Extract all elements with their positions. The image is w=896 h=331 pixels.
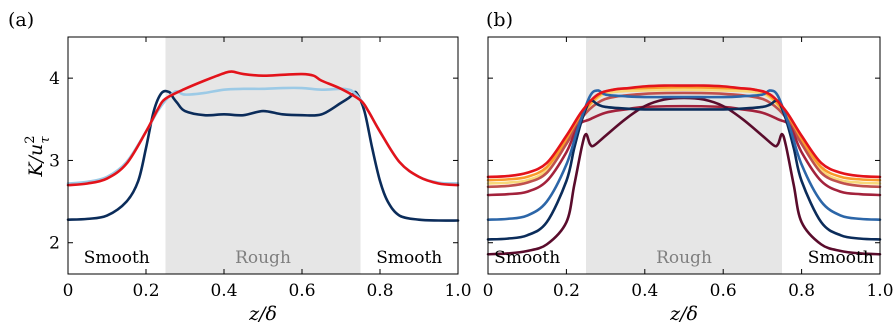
region-label-smooth: Smooth (84, 248, 150, 268)
y-tick-label: 2 (49, 234, 60, 254)
panel-a-x-axis-label: z/δ (248, 303, 277, 325)
x-tick-label: 0.4 (631, 281, 658, 301)
x-tick-label: 0.8 (788, 281, 815, 301)
region-label-rough: Rough (235, 248, 291, 268)
panel-b-label: (b) (486, 9, 513, 31)
panel-a-series-line-3 (66, 70, 460, 187)
panel-a-region-labels: Smooth Rough Smooth (84, 248, 443, 268)
x-tick-label: 0.4 (210, 281, 237, 301)
panel-b-region-labels: Smooth Rough Smooth (494, 248, 874, 268)
x-tick-label: 0.2 (132, 281, 159, 301)
panel-b-series-line-1 (486, 88, 882, 185)
region-label-smooth: Smooth (376, 248, 442, 268)
x-tick-label: 1.0 (866, 281, 893, 301)
x-tick-label: 0 (63, 281, 74, 301)
y-tick-label: 3 (49, 151, 60, 171)
panel-a-series-line-1 (66, 89, 460, 222)
panel-a-rough-region (165, 37, 361, 274)
panel-a-series-group (66, 70, 460, 222)
region-label-smooth: Smooth (808, 248, 874, 268)
panel-b: (b) 0 0.2 0.4 0.6 0.8 1.0 Smooth Rough Smooth z… (483, 9, 894, 325)
panel-b-series-line-2 (486, 85, 882, 182)
panel-a-y-ticks: 2 3 4 (49, 69, 458, 254)
panel-b-series-line-7 (486, 89, 882, 221)
x-tick-label: 0.8 (366, 281, 393, 301)
panel-a-frame (67, 36, 459, 275)
x-tick-label: 0 (483, 281, 494, 301)
y-label-sup: 2 (23, 135, 38, 143)
panel-b-series-line-6 (486, 99, 882, 241)
panel-b-x-ticks: 0 0.2 0.4 0.6 0.8 1.0 (483, 37, 894, 301)
x-tick-label: 0.6 (288, 281, 315, 301)
y-label-sub: τ (38, 135, 53, 143)
region-label-rough: Rough (656, 248, 712, 268)
x-tick-label: 0.6 (710, 281, 737, 301)
panel-b-series-line-8 (486, 84, 882, 179)
panel-a-x-ticks: 0 0.2 0.4 0.6 0.8 1.0 (63, 37, 472, 301)
x-tick-label: 0.2 (553, 281, 580, 301)
panel-b-series-line-4 (486, 104, 882, 197)
x-tick-label: 1.0 (444, 281, 471, 301)
panel-a-y-axis-label: K/u2τ (23, 135, 53, 177)
panel-b-x-axis-label: z/δ (669, 303, 698, 325)
panel-b-rough-region (586, 37, 782, 274)
y-tick-label: 4 (49, 69, 60, 89)
panel-b-series-line-3 (486, 91, 882, 189)
panel-b-series-group (486, 84, 882, 256)
y-label-base: K/u (25, 144, 47, 178)
panel-b-frame (487, 36, 881, 275)
panel-a: (a) 0 0.2 0.4 0.6 0.8 1.0 234 Smooth Rough Smoo… (8, 9, 472, 325)
region-label-smooth: Smooth (494, 248, 560, 268)
panel-a-label: (a) (8, 9, 34, 31)
